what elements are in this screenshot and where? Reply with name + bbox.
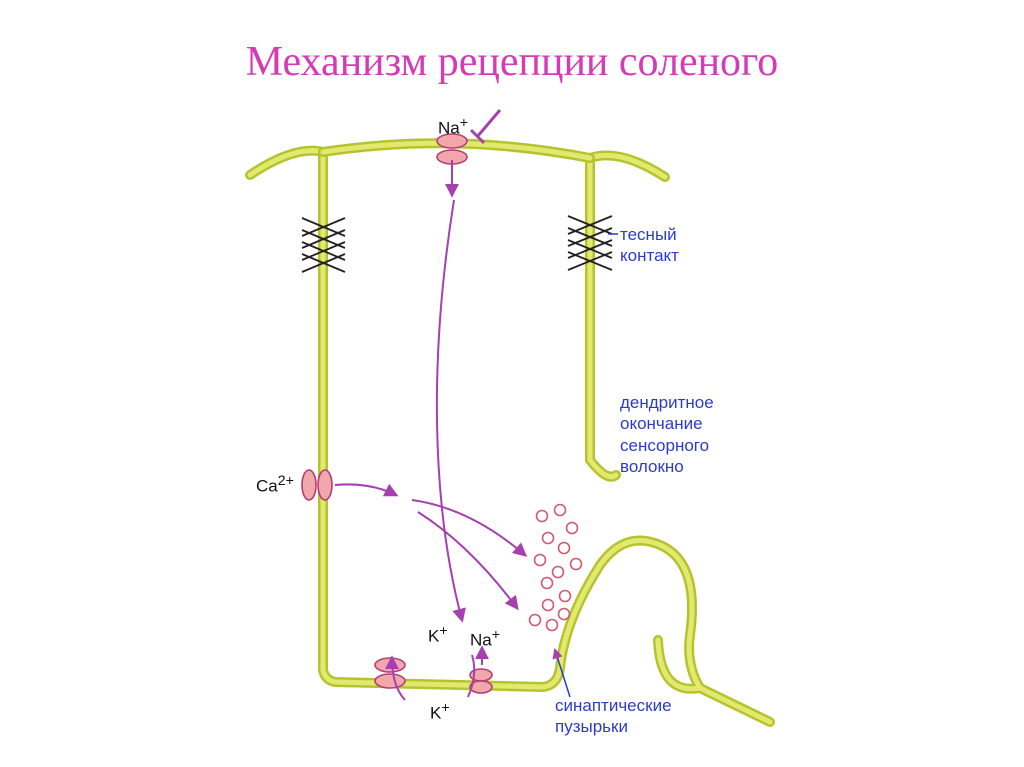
ion-channel (437, 134, 467, 164)
arrows (335, 110, 570, 702)
membrane (250, 143, 770, 722)
ion-channel (302, 470, 332, 500)
cell-diagram (0, 0, 1024, 767)
ion-channel (375, 658, 405, 688)
